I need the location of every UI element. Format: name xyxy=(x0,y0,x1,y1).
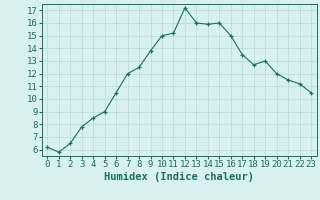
X-axis label: Humidex (Indice chaleur): Humidex (Indice chaleur) xyxy=(104,172,254,182)
